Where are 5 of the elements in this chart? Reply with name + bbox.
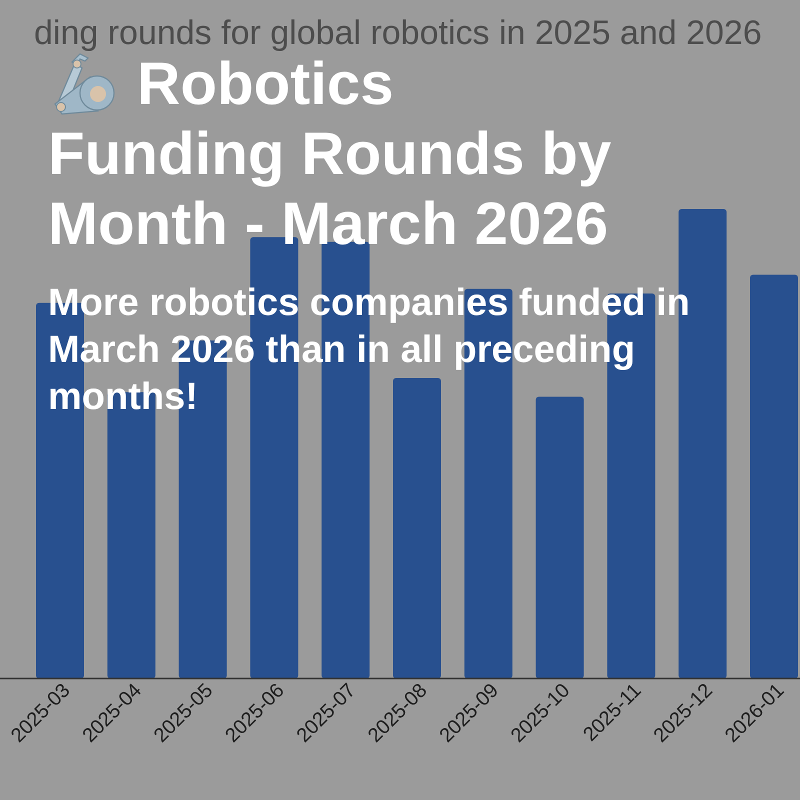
bar [750,274,798,678]
text: ding rounds for global robotics in 2025 and 2026 [34,14,762,52]
bar [536,396,584,678]
bar [393,378,441,678]
chart-title: Robotics Funding Rounds by Month - March 2026 [48,50,612,259]
